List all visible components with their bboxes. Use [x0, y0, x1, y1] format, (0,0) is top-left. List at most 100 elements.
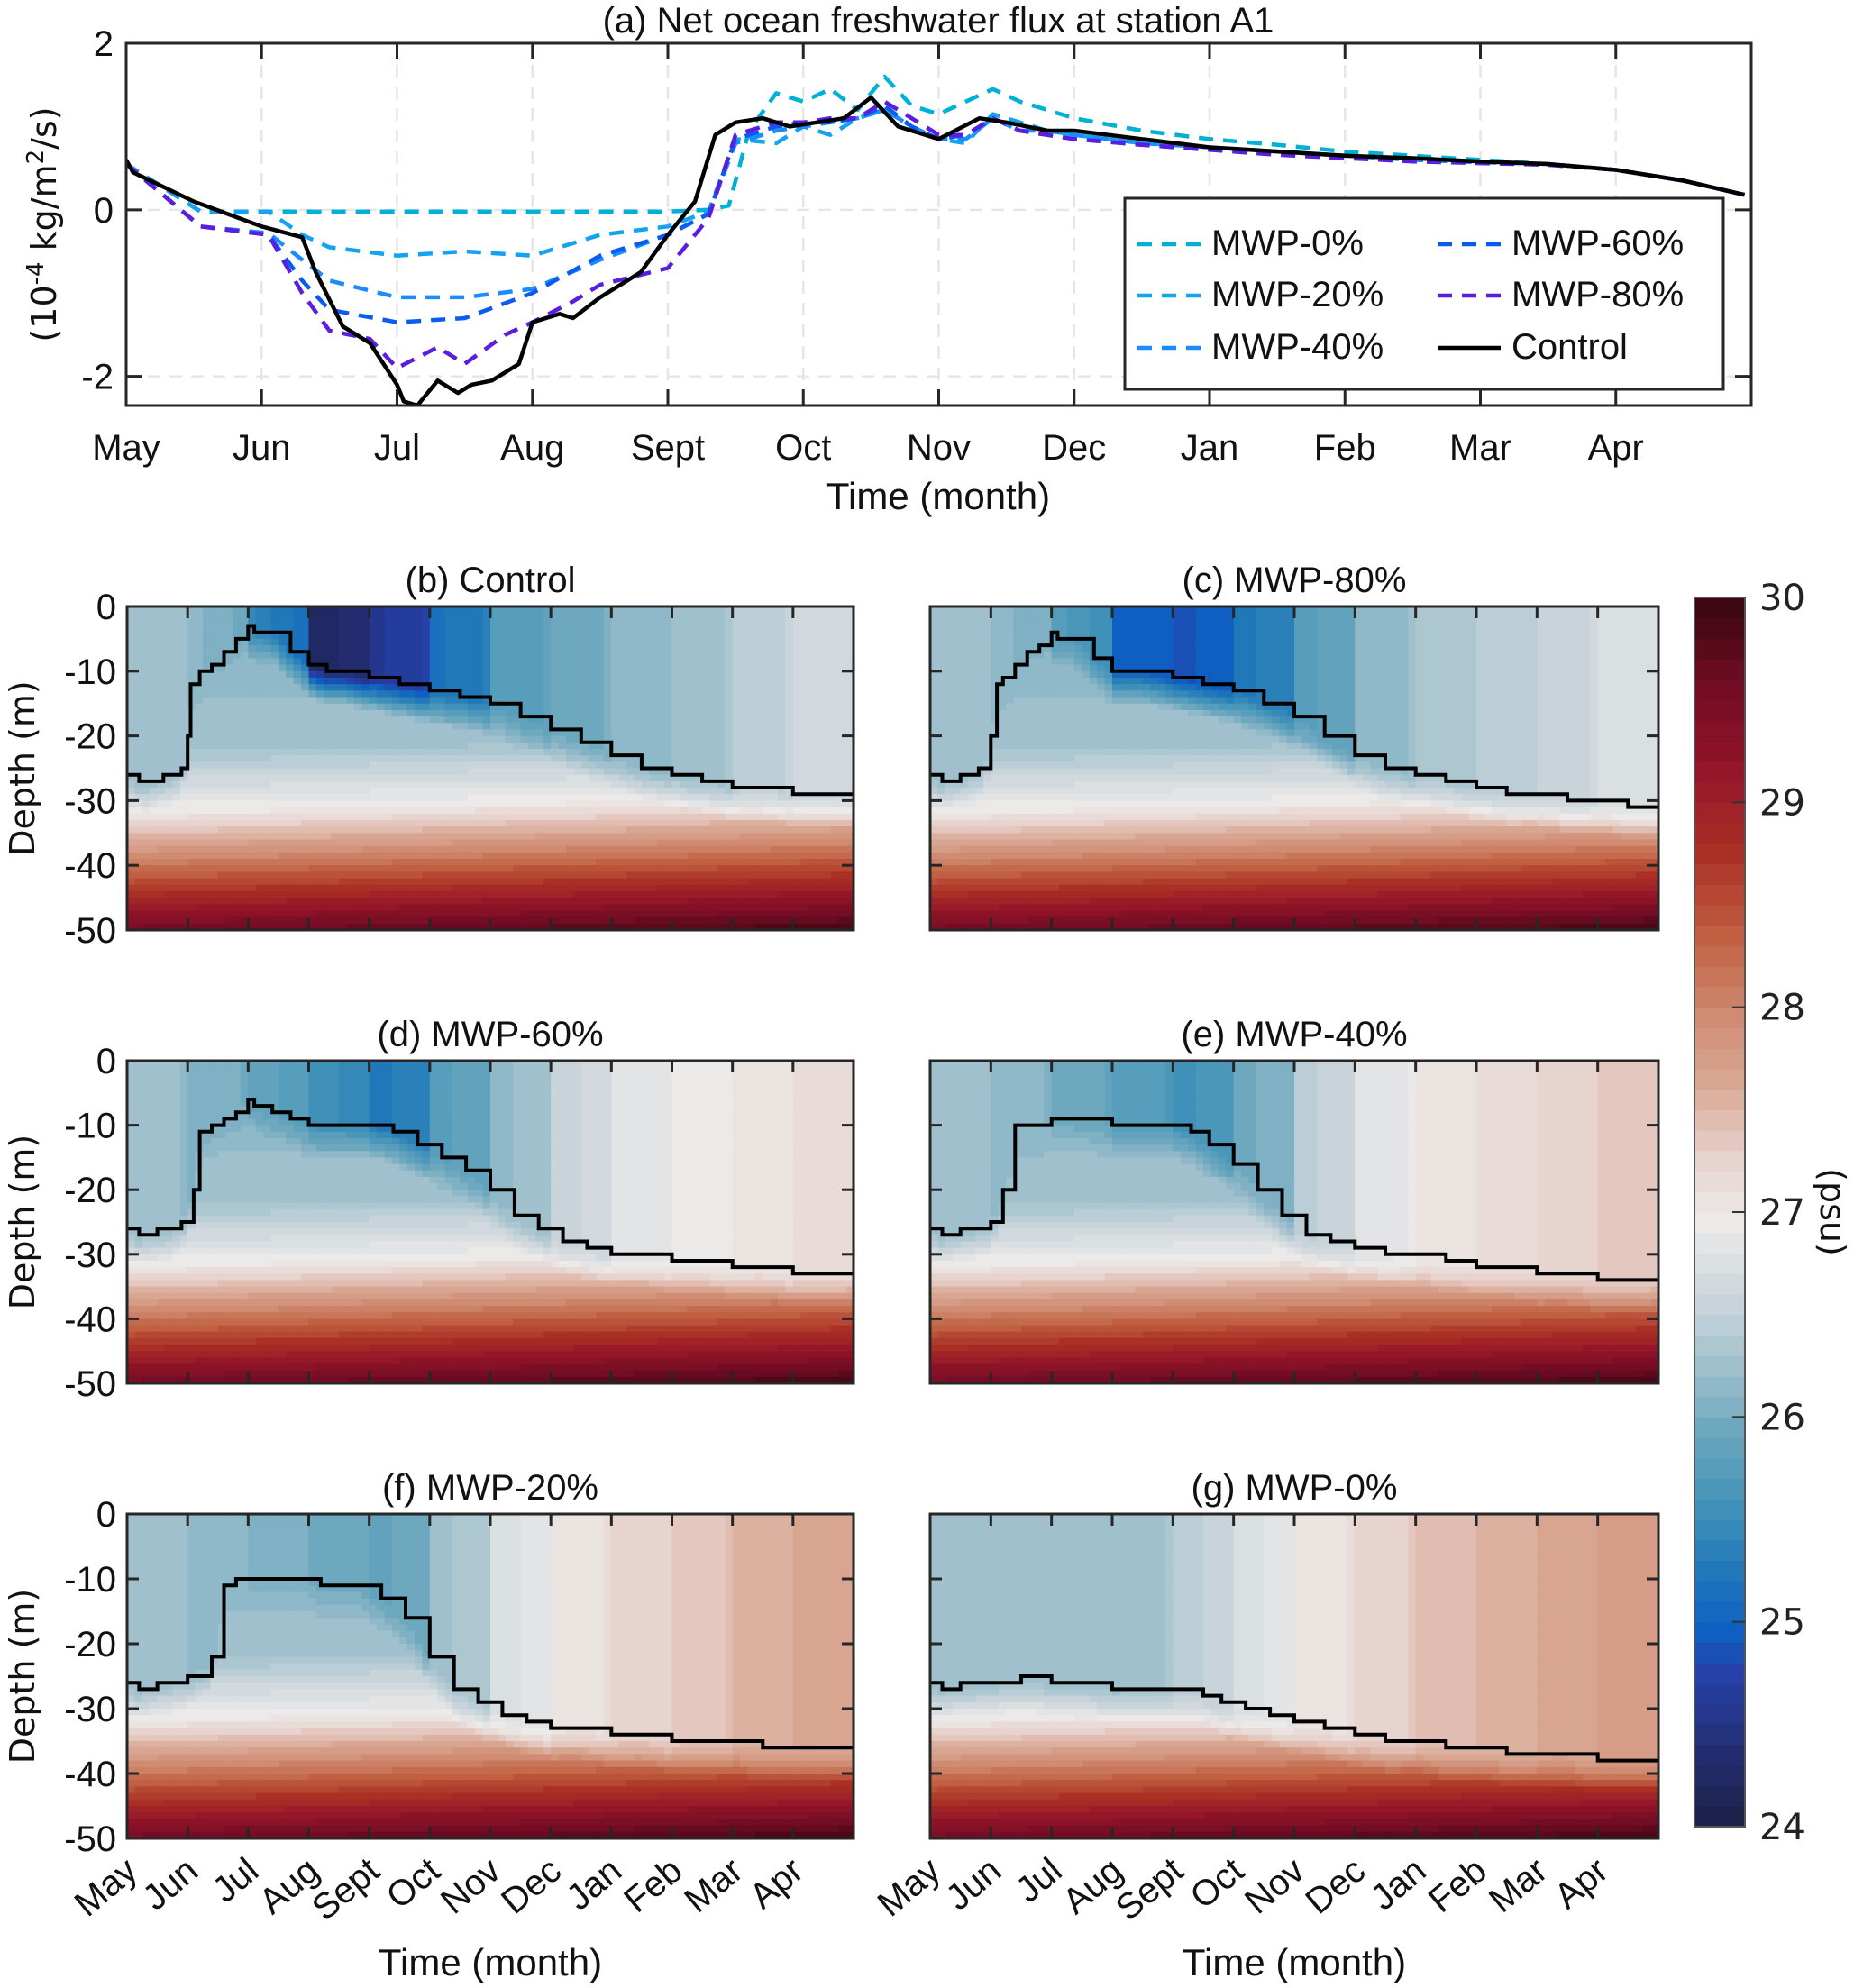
salinity-cell [930, 761, 938, 770]
salinity-cell [732, 898, 741, 905]
salinity-cell [331, 761, 340, 770]
salinity-cell [460, 845, 469, 853]
salinity-cell [740, 606, 749, 614]
salinity-cell [286, 749, 295, 756]
salinity-cell [505, 729, 514, 737]
salinity-cell [384, 709, 393, 717]
salinity-cell [346, 852, 355, 860]
salinity-cell [535, 690, 544, 698]
salinity-cell [415, 916, 423, 925]
salinity-cell [498, 684, 507, 691]
salinity-cell [353, 865, 362, 872]
salinity-cell [808, 749, 817, 756]
salinity-cell [792, 813, 801, 821]
salinity-cell [611, 652, 620, 660]
salinity-cell [747, 800, 756, 808]
salinity-cell [626, 678, 635, 685]
salinity-cell [142, 923, 151, 930]
salinity-cell [331, 845, 340, 853]
salinity-cell [406, 916, 416, 925]
salinity-cell [823, 884, 832, 892]
salinity-cell [778, 768, 786, 776]
salinity-cell [293, 606, 302, 614]
salinity-cell [353, 645, 362, 652]
salinity-cell [233, 839, 242, 847]
salinity-cell [808, 865, 817, 872]
salinity-cell [558, 826, 567, 834]
salinity-cell [763, 923, 772, 930]
salinity-cell [324, 761, 333, 770]
salinity-cell [535, 898, 544, 905]
salinity-cell [475, 910, 484, 918]
salinity-cell [580, 794, 589, 801]
salinity-cell [717, 613, 726, 620]
salinity-cell [475, 684, 484, 691]
salinity-cell [732, 742, 741, 750]
salinity-cell [740, 690, 749, 698]
salinity-cell [792, 703, 801, 711]
salinity-cell [286, 613, 295, 620]
salinity-cell [641, 729, 650, 737]
salinity-cell [596, 625, 605, 634]
salinity-cell [233, 703, 242, 711]
salinity-cell [800, 898, 809, 905]
salinity-cell [339, 703, 348, 711]
salinity-cell [596, 703, 605, 711]
salinity-cell [324, 878, 333, 886]
salinity-cell [930, 878, 938, 886]
salinity-cell [816, 645, 824, 652]
salinity-cell [498, 916, 507, 925]
salinity-cell [816, 723, 824, 730]
salinity-cell [225, 800, 234, 808]
salinity-cell [830, 638, 839, 646]
salinity-cell [498, 833, 507, 841]
salinity-cell [580, 845, 589, 853]
salinity-cell [747, 916, 756, 925]
salinity-cell [513, 619, 522, 627]
salinity-cell [725, 697, 734, 705]
salinity-cell [452, 678, 461, 685]
salinity-cell [664, 652, 673, 660]
salinity-cell [127, 684, 135, 691]
salinity-cell [808, 625, 817, 634]
salinity-cell [422, 703, 431, 711]
salinity-cell [391, 839, 400, 847]
salinity-cell [580, 632, 589, 640]
salinity-cell [792, 768, 801, 776]
salinity-cell [293, 703, 302, 711]
salinity-cell [770, 774, 779, 782]
salinity-cell [566, 606, 574, 614]
salinity-cell [301, 632, 310, 640]
salinity-cell [754, 619, 763, 627]
salinity-cell [687, 658, 696, 666]
salinity-cell [406, 910, 416, 918]
salinity-cell [830, 904, 839, 912]
salinity-cell [816, 910, 824, 918]
salinity-cell [754, 904, 763, 912]
salinity-cell [816, 819, 824, 827]
salinity-cell [679, 670, 688, 679]
salinity-cell [248, 632, 257, 640]
salinity-cell [248, 768, 257, 776]
salinity-cell [694, 632, 703, 640]
salinity-cell [255, 794, 264, 801]
salinity-cell [520, 780, 529, 789]
salinity-cell [203, 859, 211, 866]
salinity-cell [596, 794, 605, 801]
salinity-cell [157, 690, 166, 698]
salinity-cell [217, 904, 226, 912]
salinity-cell [725, 890, 734, 898]
salinity-cell [444, 865, 453, 872]
salinity-cell [838, 878, 847, 886]
salinity-cell [134, 788, 143, 795]
salinity-cell [634, 723, 643, 730]
salinity-cell [172, 871, 181, 880]
salinity-cell [179, 652, 188, 660]
salinity-cell [384, 910, 393, 918]
salinity-cell [391, 884, 400, 892]
salinity-cell [248, 898, 257, 905]
salinity-cell [641, 755, 650, 762]
salinity-cell [263, 632, 272, 640]
salinity-cell [270, 774, 279, 782]
salinity-cell [127, 884, 135, 892]
